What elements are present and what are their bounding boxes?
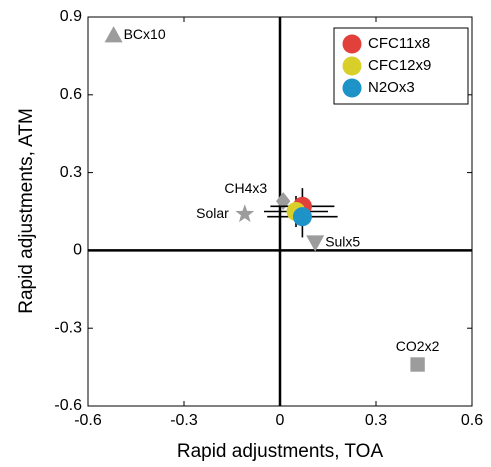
y-tick-label: 0 [73,242,82,259]
legend-label: N2Ox3 [368,79,415,96]
marker [104,26,123,43]
x-tick-label: 0.6 [461,412,483,429]
legend-label: CFC12x9 [368,57,431,74]
legend-label: CFC11x8 [368,35,430,52]
legend-marker [342,78,362,98]
legend-marker [342,56,362,76]
point-label: Sulx5 [325,233,360,249]
y-tick-label: -0.6 [54,397,82,414]
y-tick-label: 0.6 [60,86,82,103]
x-tick-label: -0.3 [170,412,198,429]
y-tick-label: 0.3 [60,164,82,181]
marker [306,235,325,252]
x-tick-label: -0.6 [74,412,102,429]
x-tick-label: 0.3 [365,412,387,429]
point-label: CO2x2 [396,338,440,354]
point-label: BCx10 [124,26,166,42]
y-axis-label: Rapid adjustments, ATM [16,108,37,314]
point-label: CH4x3 [224,180,267,196]
x-tick-label: 0 [276,412,285,429]
x-axis-label: Rapid adjustments, TOA [177,441,384,462]
marker [235,204,255,223]
legend-marker [342,34,362,54]
y-tick-label: 0.9 [60,8,82,25]
point [292,207,312,227]
marker [410,357,425,372]
y-tick-label: -0.3 [54,319,82,336]
point-label: Solar [196,205,229,221]
